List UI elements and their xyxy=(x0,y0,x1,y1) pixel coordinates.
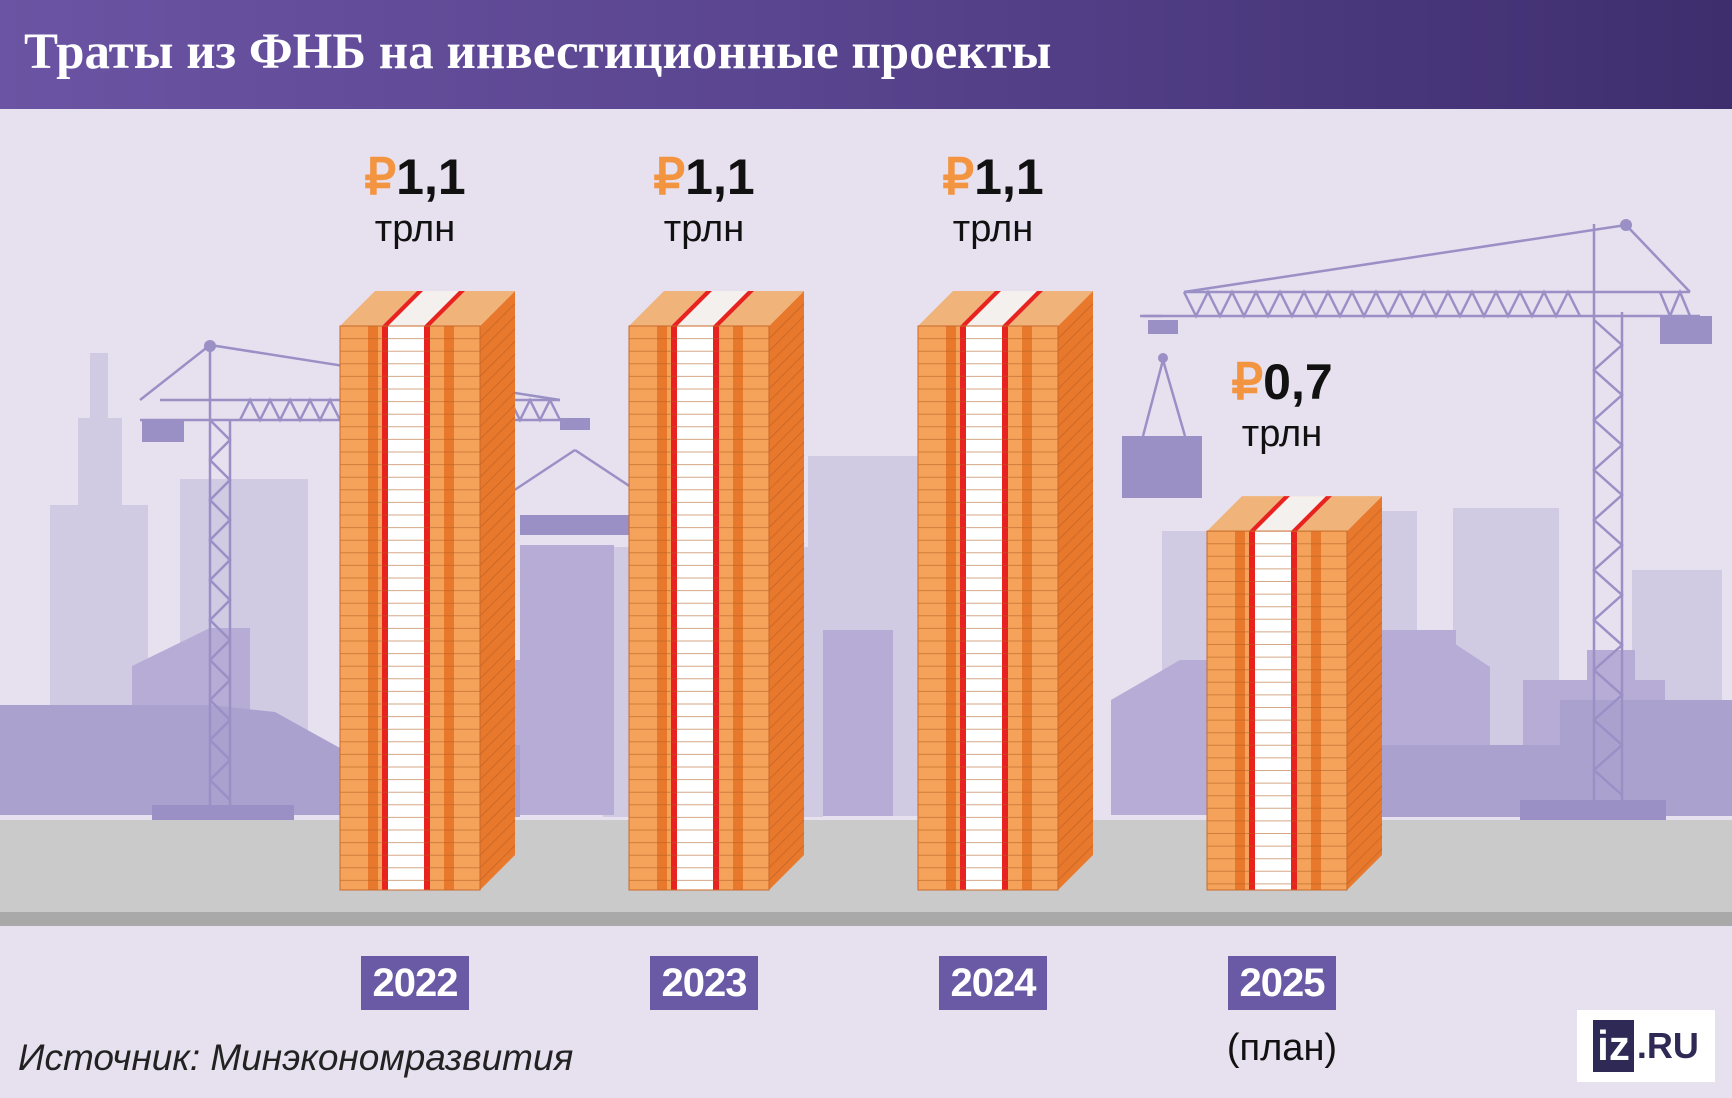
crane-left-trolley xyxy=(560,418,590,430)
logo-domain: .RU xyxy=(1636,1025,1699,1066)
value-label-2024: ₽1,1 xyxy=(893,149,1093,205)
ground xyxy=(0,820,1732,926)
plan-note: (план) xyxy=(1226,1027,1338,1069)
year-badge-2022: 2022 xyxy=(361,956,469,1010)
value-number: 0,7 xyxy=(1263,354,1333,411)
crane-right-base xyxy=(1520,800,1666,820)
value-label-2025: ₽0,7 xyxy=(1182,354,1382,410)
unit-label-2024: трлн xyxy=(952,208,1034,250)
crane-right-top xyxy=(1620,219,1632,231)
money-stack-2023 xyxy=(628,291,805,891)
header-bar: Траты из ФНБ на инвестиционные проекты xyxy=(0,0,1732,109)
value-number: 1,1 xyxy=(974,149,1044,205)
currency-symbol: ₽ xyxy=(653,149,686,205)
city-background xyxy=(0,353,1732,817)
currency-symbol: ₽ xyxy=(1231,354,1264,411)
value-label-2022: ₽1,1 xyxy=(315,149,515,205)
crane-left-counterweight xyxy=(142,420,184,442)
unit-label-2022: трлн xyxy=(374,208,456,250)
crane-right xyxy=(1140,223,1700,805)
year-badge-2024: 2024 xyxy=(939,956,1047,1010)
value-number: 1,1 xyxy=(685,149,755,205)
currency-symbol: ₽ xyxy=(942,149,975,205)
unit-label-2023: трлн xyxy=(663,208,745,250)
year-badge-2023: 2023 xyxy=(650,956,758,1010)
currency-symbol: ₽ xyxy=(364,149,397,205)
crane-left-load xyxy=(520,515,640,535)
money-stacks xyxy=(339,291,1383,891)
page-title: Траты из ФНБ на инвестиционные проекты xyxy=(24,24,1052,80)
money-stack-2025 xyxy=(1206,496,1383,891)
year-badge-2025: 2025 xyxy=(1228,956,1336,1010)
crane-left-base xyxy=(152,805,294,821)
crane-right-counterweight xyxy=(1660,316,1712,344)
crane-left-top xyxy=(204,340,216,352)
value-label-2023: ₽1,1 xyxy=(604,149,804,205)
crane-right-hook xyxy=(1158,353,1168,363)
value-number: 1,1 xyxy=(396,149,466,205)
money-stack-2022 xyxy=(339,291,516,891)
money-stack-2024 xyxy=(917,291,1094,891)
unit-label-2025: трлн xyxy=(1241,413,1323,456)
crane-right-trolley xyxy=(1148,320,1178,334)
source-note: Источник: Минэкономразвития xyxy=(18,1037,574,1078)
logo-mark: iz xyxy=(1593,1020,1634,1072)
iz-ru-logo: iz .RU xyxy=(1577,1010,1715,1082)
crane-right-load xyxy=(1122,436,1202,498)
